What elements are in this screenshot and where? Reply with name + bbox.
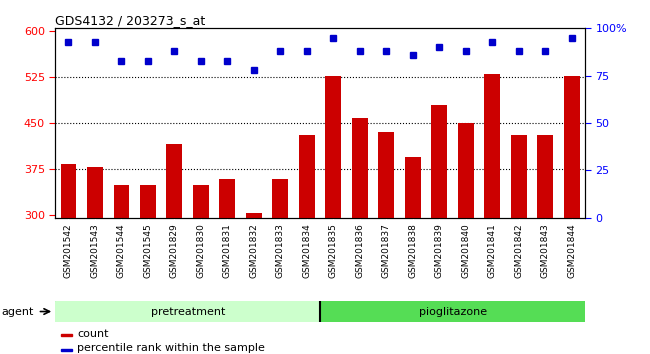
Text: GSM201543: GSM201543 bbox=[90, 223, 99, 278]
Bar bbox=[60, 164, 77, 218]
Text: pioglitazone: pioglitazone bbox=[419, 307, 487, 316]
Text: GSM201544: GSM201544 bbox=[117, 223, 126, 278]
Text: GSM201835: GSM201835 bbox=[329, 223, 338, 278]
Bar bbox=[55, 301, 320, 322]
Bar bbox=[299, 135, 315, 218]
Text: GSM201834: GSM201834 bbox=[302, 223, 311, 278]
Text: GSM201842: GSM201842 bbox=[514, 223, 523, 278]
Text: GSM201844: GSM201844 bbox=[567, 223, 577, 278]
Text: GSM201836: GSM201836 bbox=[356, 223, 365, 278]
Text: GSM201840: GSM201840 bbox=[462, 223, 471, 278]
Text: GSM201829: GSM201829 bbox=[170, 223, 179, 278]
Bar bbox=[220, 179, 235, 218]
Bar bbox=[60, 349, 72, 351]
Bar bbox=[166, 144, 183, 218]
Bar bbox=[320, 301, 585, 322]
Text: GSM201545: GSM201545 bbox=[144, 223, 153, 278]
Text: GSM201837: GSM201837 bbox=[382, 223, 391, 278]
Text: GSM201838: GSM201838 bbox=[408, 223, 417, 278]
Text: GSM201843: GSM201843 bbox=[541, 223, 550, 278]
Text: percentile rank within the sample: percentile rank within the sample bbox=[77, 343, 265, 353]
Text: GSM201831: GSM201831 bbox=[223, 223, 232, 278]
Bar bbox=[352, 118, 368, 218]
Text: agent: agent bbox=[1, 307, 34, 316]
Bar bbox=[458, 123, 474, 218]
Bar bbox=[511, 135, 526, 218]
Bar bbox=[272, 179, 289, 218]
Text: pretreatment: pretreatment bbox=[151, 307, 225, 316]
Bar bbox=[405, 156, 421, 218]
Bar bbox=[538, 135, 553, 218]
Text: GSM201542: GSM201542 bbox=[64, 223, 73, 278]
Bar bbox=[326, 76, 341, 218]
Bar bbox=[432, 105, 447, 218]
Bar bbox=[114, 185, 129, 218]
Bar bbox=[87, 167, 103, 218]
Bar bbox=[378, 132, 395, 218]
Text: GDS4132 / 203273_s_at: GDS4132 / 203273_s_at bbox=[55, 14, 205, 27]
Text: GSM201839: GSM201839 bbox=[435, 223, 444, 278]
Text: GSM201833: GSM201833 bbox=[276, 223, 285, 278]
Bar bbox=[60, 334, 72, 336]
Bar bbox=[564, 76, 580, 218]
Text: GSM201832: GSM201832 bbox=[250, 223, 259, 278]
Text: GSM201830: GSM201830 bbox=[196, 223, 205, 278]
Text: count: count bbox=[77, 329, 109, 339]
Bar bbox=[484, 74, 500, 218]
Text: GSM201841: GSM201841 bbox=[488, 223, 497, 278]
Bar bbox=[140, 185, 156, 218]
Bar bbox=[193, 185, 209, 218]
Bar bbox=[246, 213, 262, 218]
